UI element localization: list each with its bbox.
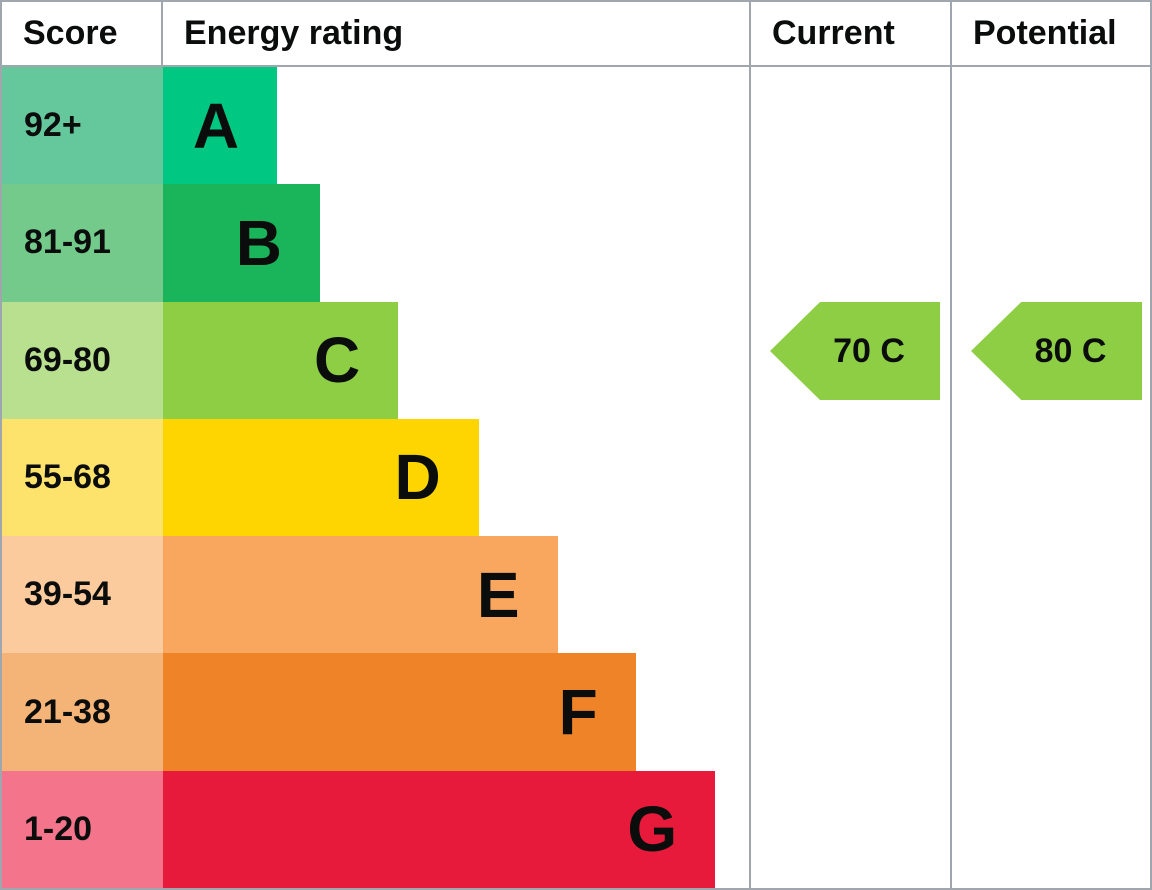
band-letter: C [313,324,361,397]
band-letter: F [558,676,598,749]
band-bar: E [163,536,558,654]
band-bar: B [163,184,320,302]
band-letter: A [192,89,240,162]
band-bar: G [163,770,716,888]
header-energy-rating: Energy rating [184,14,404,52]
band-bar-area: E [163,536,751,654]
band-bar-area: C [163,301,751,419]
band-bar-area: G [163,770,751,888]
band-bar-area: A [163,67,751,185]
potential-rating-value: 80 C [1034,331,1107,370]
band-letter: E [476,558,520,631]
band-row: 55-68 D [2,418,1150,537]
column-divider-potential [950,2,952,888]
band-score-range: 1-20 [2,770,163,888]
band-score-range: 81-91 [2,184,163,302]
header-current: Current [772,14,895,52]
band-score-range: 69-80 [2,301,163,419]
band-row: 1-20 G [2,770,1150,888]
header-score: Score [2,2,163,65]
band-bar: A [163,67,278,185]
band-score-range: 55-68 [2,418,163,537]
current-rating-value: 70 C [833,331,905,370]
band-letter: B [235,206,282,279]
band-row: 92+ A [2,67,1150,185]
band-score-range: 92+ [2,67,163,185]
band-score-range: 39-54 [2,536,163,654]
band-score-range: 21-38 [2,653,163,771]
band-row: 81-91 B [2,184,1150,302]
band-bar-area: B [163,184,751,302]
column-divider-current [749,2,751,888]
band-bar-area: D [163,418,751,537]
band-letter: G [627,793,678,866]
band-bar: D [163,418,479,537]
band-row: 21-38 F [2,653,1150,771]
band-letter: D [394,441,441,514]
header-potential: Potential [973,14,1117,52]
chart-header: Score Energy rating Current Potential [2,2,1150,67]
band-bar-area: F [163,653,751,771]
band-row: 69-80 C [2,301,1150,419]
band-bar: C [163,301,399,419]
rating-bands: 92+ A 81-91 B 69-80 C 55-68 D 39-54 [2,67,1150,888]
band-bar: F [163,653,636,771]
band-row: 39-54 E [2,536,1150,654]
